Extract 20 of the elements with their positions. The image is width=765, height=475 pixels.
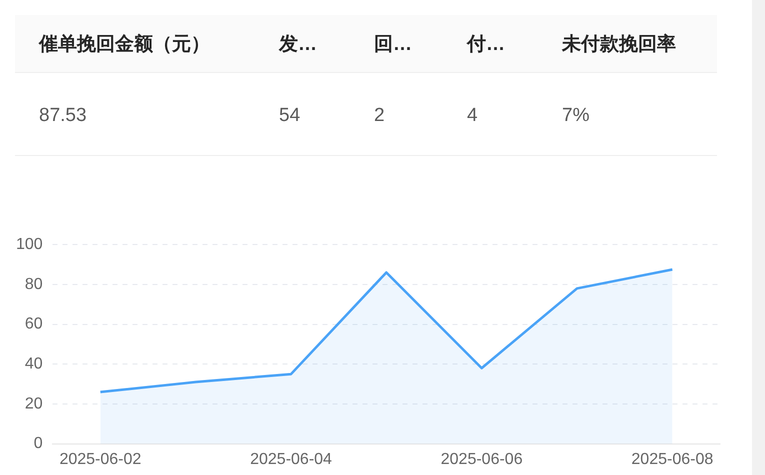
y-tick-label: 0 xyxy=(34,435,43,452)
category-label: 催单挽回金额（元） xyxy=(39,32,210,57)
y-tick-label: 20 xyxy=(24,395,43,412)
category-label: 发… xyxy=(279,33,317,57)
y-tick-label: 60 xyxy=(24,316,43,333)
text: 4 xyxy=(467,105,478,127)
y-tick-label: 100 xyxy=(16,236,43,254)
category-label: 未付款挽回率 xyxy=(562,32,676,57)
category-label: 回… xyxy=(374,33,412,57)
x-tick-label: 2025-06-02 xyxy=(59,450,142,468)
text: 87.53 xyxy=(39,105,87,127)
y-tick-label: 40 xyxy=(24,356,43,373)
category-label: 付… xyxy=(467,33,505,57)
x-tick-label: 2025-06-04 xyxy=(250,450,332,468)
x-tick-label: 2025-06-06 xyxy=(440,450,523,468)
text: 54 xyxy=(279,105,300,127)
y-tick-label: 80 xyxy=(24,276,43,293)
text: 7% xyxy=(562,105,590,127)
text: 2 xyxy=(374,105,385,127)
x-tick-label: 2025-06-08 xyxy=(631,450,714,468)
